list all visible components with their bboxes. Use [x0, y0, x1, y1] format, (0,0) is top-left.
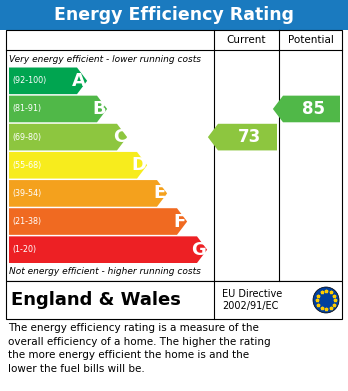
Polygon shape	[9, 208, 187, 235]
Circle shape	[313, 287, 339, 313]
Text: 2002/91/EC: 2002/91/EC	[222, 301, 278, 311]
Text: F: F	[174, 213, 186, 231]
Text: A: A	[72, 72, 86, 90]
Polygon shape	[9, 180, 167, 207]
Text: Not energy efficient - higher running costs: Not energy efficient - higher running co…	[9, 267, 201, 276]
Polygon shape	[9, 152, 147, 179]
Text: (39-54): (39-54)	[12, 189, 41, 198]
Bar	[0, 0, 348, 30]
Polygon shape	[9, 96, 107, 122]
Polygon shape	[273, 96, 340, 122]
Text: 73: 73	[238, 128, 261, 146]
Bar	[6, 30, 342, 281]
Polygon shape	[9, 124, 127, 151]
Text: G: G	[191, 241, 206, 259]
Text: (1-20): (1-20)	[12, 245, 36, 254]
Polygon shape	[9, 68, 87, 94]
Text: 85: 85	[302, 100, 325, 118]
Polygon shape	[208, 124, 277, 151]
Text: B: B	[93, 100, 106, 118]
Polygon shape	[9, 236, 207, 263]
Text: D: D	[131, 156, 146, 174]
Text: EU Directive: EU Directive	[222, 289, 282, 299]
Text: Current: Current	[227, 35, 266, 45]
Text: (92-100): (92-100)	[12, 76, 46, 85]
Text: Energy Efficiency Rating: Energy Efficiency Rating	[54, 6, 294, 24]
Text: C: C	[113, 128, 126, 146]
Text: E: E	[154, 185, 166, 203]
Text: Potential: Potential	[287, 35, 333, 45]
Bar	[6, 281, 342, 319]
Text: England & Wales: England & Wales	[11, 291, 181, 309]
Text: (55-68): (55-68)	[12, 161, 41, 170]
Text: The energy efficiency rating is a measure of the
overall efficiency of a home. T: The energy efficiency rating is a measur…	[8, 323, 271, 374]
Text: (81-91): (81-91)	[12, 104, 41, 113]
Text: Very energy efficient - lower running costs: Very energy efficient - lower running co…	[9, 56, 201, 65]
Text: (69-80): (69-80)	[12, 133, 41, 142]
Text: (21-38): (21-38)	[12, 217, 41, 226]
